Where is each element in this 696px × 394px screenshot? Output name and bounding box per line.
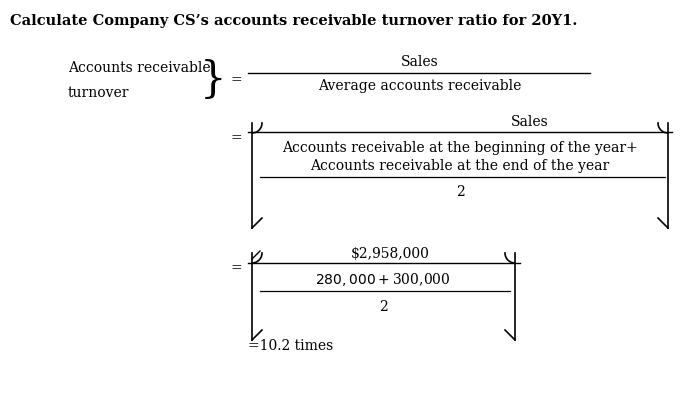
Text: $280,000 + $300,000: $280,000 + $300,000 xyxy=(315,271,451,288)
Text: Accounts receivable at the end of the year: Accounts receivable at the end of the ye… xyxy=(310,159,610,173)
Text: Sales: Sales xyxy=(401,55,439,69)
Text: =: = xyxy=(230,131,242,145)
Text: }: } xyxy=(200,59,226,101)
Text: turnover: turnover xyxy=(68,86,129,100)
Text: =: = xyxy=(230,73,242,87)
Text: $2,958,000: $2,958,000 xyxy=(351,247,429,261)
Text: Accounts receivable at the beginning of the year+: Accounts receivable at the beginning of … xyxy=(282,141,638,155)
Text: 2: 2 xyxy=(456,185,464,199)
Text: Sales: Sales xyxy=(511,115,549,129)
Text: =: = xyxy=(230,261,242,275)
Text: Accounts receivable: Accounts receivable xyxy=(68,61,211,75)
Text: =10.2 times: =10.2 times xyxy=(248,339,333,353)
Text: Average accounts receivable: Average accounts receivable xyxy=(318,79,522,93)
Text: Calculate Company CS’s accounts receivable turnover ratio for 20Y1.: Calculate Company CS’s accounts receivab… xyxy=(10,14,578,28)
Text: 2: 2 xyxy=(379,300,388,314)
